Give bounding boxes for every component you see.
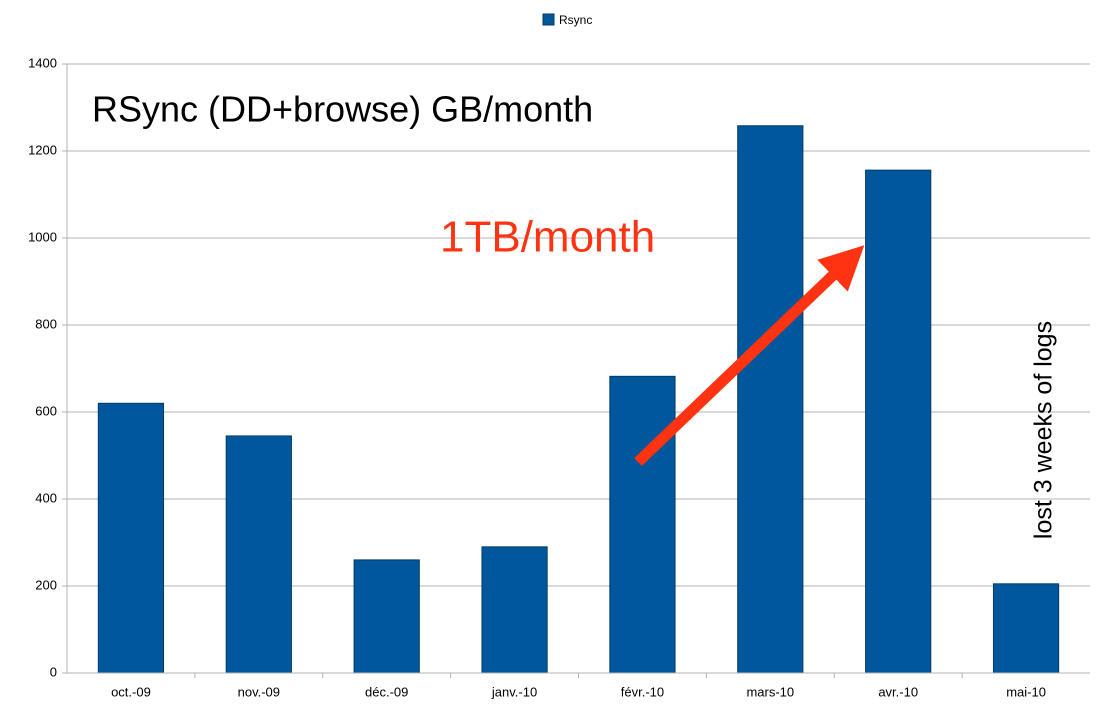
bar [353, 559, 420, 674]
x-tick-label: avr.-10 [878, 684, 918, 699]
bar [481, 546, 548, 674]
bar [97, 402, 165, 674]
x-tick-label: févr.-10 [621, 684, 664, 699]
y-tick-label: 1000 [28, 229, 57, 244]
bar [225, 435, 292, 674]
y-tick-label: 0 [50, 664, 57, 679]
annotation: 1TB/month [440, 213, 655, 262]
y-tick-label: 200 [35, 577, 57, 592]
legend-label: Rsync [559, 13, 592, 27]
bars [97, 125, 1060, 674]
x-tick-label: mai-10 [1006, 684, 1046, 699]
chart-title: RSync (DD+browse) GB/month [92, 89, 593, 130]
y-tick-label: 800 [35, 316, 57, 331]
bar [992, 583, 1060, 674]
y-tick-label: 1200 [28, 142, 57, 157]
annotation: lost 3 weeks of logs [1030, 321, 1058, 539]
y-tick-label: 600 [35, 403, 57, 418]
bar [609, 375, 676, 674]
x-tick-label: mars-10 [746, 684, 794, 699]
legend-swatch [542, 13, 555, 26]
bar [865, 169, 932, 674]
arrow [634, 245, 865, 466]
y-tick-label: 1400 [28, 55, 57, 70]
x-tick-label: oct.-09 [111, 684, 151, 699]
y-tick-label: 400 [35, 490, 57, 505]
x-tick-label: déc.-09 [365, 684, 408, 699]
bar [737, 125, 804, 674]
grid [67, 63, 1090, 674]
x-tick-label: janv.-10 [491, 684, 537, 699]
x-tick-label: nov.-09 [238, 684, 280, 699]
